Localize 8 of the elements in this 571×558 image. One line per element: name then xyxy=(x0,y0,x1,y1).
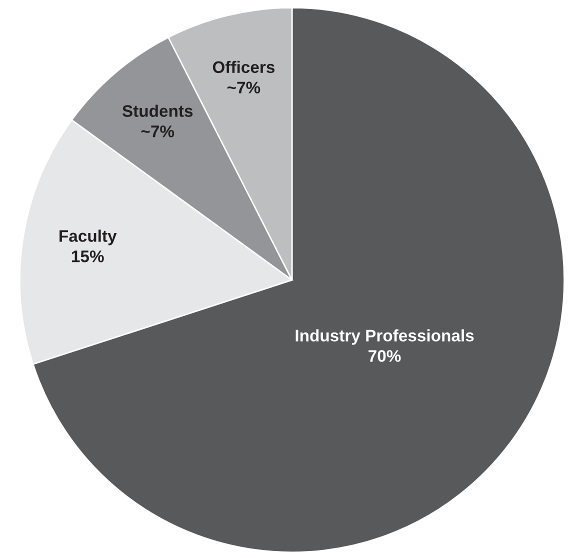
slice-label: Industry Professionals xyxy=(296,329,474,345)
data-label: ~7% xyxy=(227,82,260,94)
data-label: 70% xyxy=(368,350,401,362)
slice-label: Faculty xyxy=(60,230,117,246)
slice-label: Students xyxy=(122,104,193,117)
slice-label: Officers xyxy=(212,60,275,74)
data-label: 15% xyxy=(72,250,104,262)
data-label: ~7% xyxy=(141,126,174,138)
